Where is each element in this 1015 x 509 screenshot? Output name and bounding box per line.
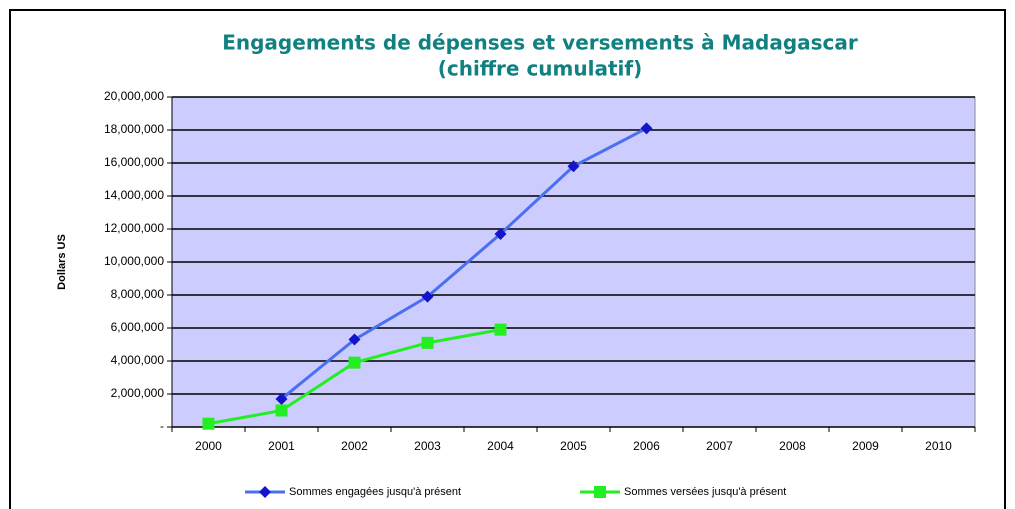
x-tick-label: 2008: [779, 439, 806, 453]
legend-marker: [594, 486, 606, 498]
x-tick-label: 2002: [341, 439, 368, 453]
legend-label: Sommes engagées jusqu'à présent: [289, 486, 461, 498]
y-tick-label: 14,000,000: [104, 188, 164, 202]
y-tick-label: 18,000,000: [104, 122, 164, 136]
y-tick-label: 6,000,000: [111, 320, 165, 334]
y-tick-label: -: [160, 419, 164, 433]
data-point: [275, 392, 288, 405]
y-tick-label: 8,000,000: [111, 287, 165, 301]
data-point: [494, 323, 507, 336]
chart-title: Engagements de dépenses et versements à …: [222, 31, 858, 55]
x-tick-label: 2005: [560, 439, 587, 453]
data-point: [202, 417, 215, 430]
y-tick-label: 16,000,000: [104, 155, 164, 169]
x-tick-label: 2001: [268, 439, 295, 453]
y-axis-label: Dollars US: [56, 234, 68, 290]
data-point: [421, 290, 434, 303]
y-tick-label: 4,000,000: [111, 353, 165, 367]
data-point: [640, 122, 653, 135]
y-tick-label: 10,000,000: [104, 254, 164, 268]
legend-marker: [259, 486, 271, 498]
x-tick-label: 2007: [706, 439, 733, 453]
x-tick-label: 2003: [414, 439, 441, 453]
data-point: [275, 404, 288, 417]
legend-label: Sommes versées jusqu'à présent: [624, 486, 786, 498]
y-tick-label: 12,000,000: [104, 221, 164, 235]
y-tick-label: 20,000,000: [104, 89, 164, 103]
series-line: [280, 127, 648, 401]
data-point: [348, 333, 361, 346]
x-tick-label: 2006: [633, 439, 660, 453]
x-tick-label: 2010: [925, 439, 952, 453]
data-point: [348, 356, 361, 369]
data-point: [567, 160, 580, 173]
x-tick-label: 2009: [852, 439, 879, 453]
data-point: [494, 227, 507, 240]
x-tick-label: 2004: [487, 439, 514, 453]
y-tick-label: 2,000,000: [111, 386, 165, 400]
x-tick-label: 2000: [195, 439, 222, 453]
chart-subtitle: (chiffre cumulatif): [438, 57, 642, 81]
data-point: [421, 336, 434, 349]
